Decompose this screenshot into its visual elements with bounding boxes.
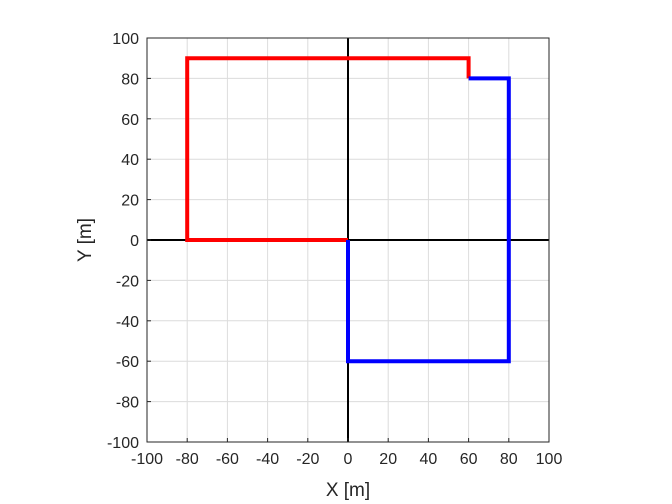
x-tick-label: 100 [536,451,563,468]
x-tick-label: -60 [216,451,239,468]
y-tick-label: 40 [121,152,139,169]
x-tick-label: -20 [296,451,319,468]
y-tick-label: 20 [121,193,139,210]
x-tick-label: -100 [131,451,163,468]
y-tick-labels: -100 -80 -60 -40 -20 0 20 40 60 80 100 [107,31,151,452]
y-tick-label: -100 [107,435,139,452]
x-axis-title: X [m] [326,480,370,501]
y-axis-title: Y [m] [75,218,96,262]
series-line-1 [185,56,471,242]
x-tick-labels: -100 -80 -60 -40 -20 0 20 40 60 80 100 [131,438,562,468]
series-group [185,56,511,364]
y-tick-label: -20 [116,273,139,290]
y-tick-label: 0 [130,233,139,250]
y-tick-label: 60 [121,112,139,129]
y-tick-label: 80 [121,71,139,88]
y-tick-label: 100 [112,31,139,48]
x-tick-label: 40 [420,451,438,468]
y-tick-label: -60 [116,354,139,371]
x-tick-label: 80 [500,451,518,468]
x-tick-label: -80 [176,451,199,468]
y-tick-label: -40 [116,314,139,331]
x-tick-label: 0 [344,451,353,468]
x-tick-label: 60 [460,451,478,468]
x-tick-label: -40 [256,451,279,468]
series-line-2 [346,76,511,364]
x-tick-label: 20 [379,451,397,468]
y-tick-label: -80 [116,395,139,412]
